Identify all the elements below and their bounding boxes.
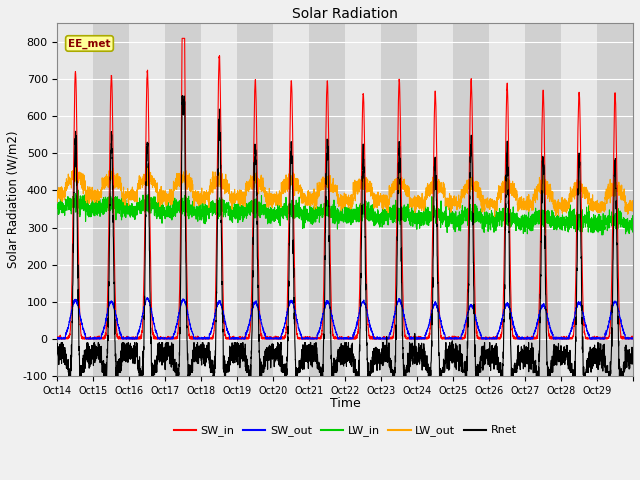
Bar bbox=[561, 24, 597, 376]
Bar bbox=[93, 24, 129, 376]
LW_out bbox=[532, 188, 540, 194]
Bar bbox=[525, 24, 561, 376]
Text: EE_met: EE_met bbox=[68, 38, 111, 48]
SW_out bbox=[629, 335, 637, 341]
LW_out bbox=[367, 185, 374, 191]
Rnet bbox=[547, 368, 554, 374]
SW_out bbox=[173, 322, 180, 328]
LW_in bbox=[74, 187, 82, 193]
Line: Rnet: Rnet bbox=[58, 96, 633, 394]
Rnet bbox=[605, 391, 613, 396]
LW_in bbox=[547, 216, 554, 221]
Bar bbox=[309, 24, 345, 376]
Rnet bbox=[54, 340, 61, 346]
SW_in bbox=[54, 336, 61, 342]
SW_out bbox=[547, 326, 554, 332]
SW_out bbox=[367, 326, 374, 332]
Bar bbox=[489, 24, 525, 376]
Line: LW_in: LW_in bbox=[58, 190, 633, 235]
Rnet bbox=[367, 369, 374, 375]
Line: LW_out: LW_out bbox=[58, 167, 633, 216]
SW_out bbox=[532, 325, 540, 331]
Bar bbox=[453, 24, 489, 376]
Rnet bbox=[629, 347, 637, 353]
Bar bbox=[417, 24, 453, 376]
Rnet bbox=[398, 280, 406, 286]
SW_out bbox=[144, 295, 152, 300]
LW_out bbox=[144, 164, 152, 170]
Bar bbox=[237, 24, 273, 376]
SW_out bbox=[504, 301, 511, 307]
SW_in bbox=[504, 88, 511, 94]
Bar bbox=[58, 24, 93, 376]
SW_out bbox=[54, 336, 61, 342]
X-axis label: Time: Time bbox=[330, 397, 360, 410]
LW_in bbox=[54, 203, 61, 209]
Legend: SW_in, SW_out, LW_in, LW_out, Rnet: SW_in, SW_out, LW_in, LW_out, Rnet bbox=[169, 421, 522, 441]
SW_in bbox=[532, 336, 540, 342]
SW_in bbox=[173, 334, 180, 340]
SW_in bbox=[629, 336, 637, 341]
LW_out bbox=[54, 199, 61, 204]
Y-axis label: Solar Radiation (W/m2): Solar Radiation (W/m2) bbox=[7, 131, 20, 268]
Line: SW_in: SW_in bbox=[58, 38, 633, 339]
SW_in bbox=[179, 36, 186, 41]
Bar bbox=[381, 24, 417, 376]
Bar bbox=[345, 24, 381, 376]
Rnet bbox=[179, 93, 187, 98]
SW_in bbox=[398, 214, 406, 220]
Rnet bbox=[173, 368, 180, 374]
LW_in bbox=[504, 210, 511, 216]
LW_in bbox=[173, 201, 180, 207]
LW_in bbox=[598, 232, 605, 238]
Rnet bbox=[532, 358, 540, 363]
SW_in bbox=[547, 336, 554, 341]
LW_out bbox=[491, 214, 499, 219]
LW_out bbox=[547, 185, 554, 191]
LW_in bbox=[629, 217, 637, 223]
LW_out bbox=[504, 185, 511, 191]
Title: Solar Radiation: Solar Radiation bbox=[292, 7, 398, 21]
Line: SW_out: SW_out bbox=[58, 298, 633, 339]
LW_in bbox=[367, 214, 374, 219]
Rnet bbox=[504, 159, 511, 165]
Bar bbox=[165, 24, 202, 376]
Bar bbox=[597, 24, 633, 376]
SW_out bbox=[398, 302, 406, 308]
LW_out bbox=[398, 174, 406, 180]
Bar bbox=[202, 24, 237, 376]
LW_in bbox=[398, 204, 406, 210]
Bar bbox=[273, 24, 309, 376]
SW_in bbox=[367, 336, 374, 341]
Bar bbox=[129, 24, 165, 376]
LW_in bbox=[532, 205, 540, 211]
LW_out bbox=[629, 205, 637, 211]
LW_out bbox=[173, 170, 180, 176]
